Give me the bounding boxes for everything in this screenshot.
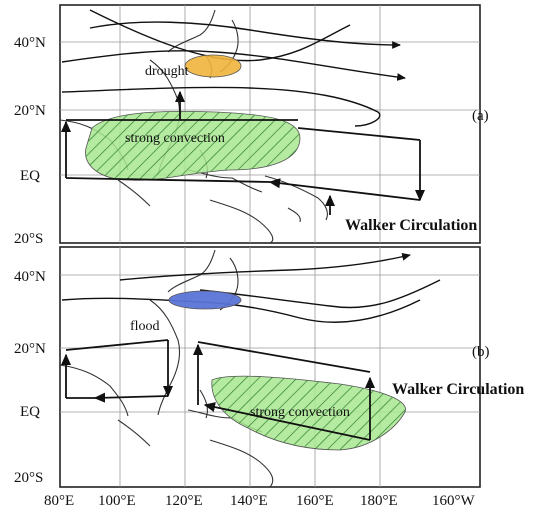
panel-a-drought-label: drought [145,64,189,79]
panel-b-lat-label-20s: 20°S [14,470,43,486]
panel-b-walker-cell-east [192,341,376,441]
panel-b-gridlines [60,247,480,487]
panel-b-walker-label: Walker Circulation [392,381,524,398]
panel-a-lat-label-20s: 20°S [14,231,43,247]
lon-label-80e: 80°E [44,493,74,509]
panel-b-flood-label: flood [130,319,160,334]
lon-label-180e: 180°E [360,493,398,509]
panel-a-walker-label: Walker Circulation [345,217,477,234]
panel-a-lat-label-40n: 40°N [14,35,46,51]
panel-a: 40°N 20°N EQ 20°S drought strong convect… [14,4,489,247]
lon-label-120e: 120°E [165,493,203,509]
panel-a-label: (a) [472,108,489,124]
panel-b-flood-region [168,290,242,310]
panel-b-lat-label-20n: 20°N [14,341,46,357]
panel-b-convection-hatching [211,376,406,450]
lon-label-160w: 160°W [432,493,475,509]
panel-a-flow-lines [61,9,406,127]
panel-a-drought-region [184,54,242,78]
lon-labels: 80°E 100°E 120°E 140°E 160°E 180°E 160°W [44,493,475,509]
lon-label-100e: 100°E [98,493,136,509]
lon-label-160e: 160°E [296,493,334,509]
lon-label-140e: 140°E [230,493,268,509]
panel-b-lat-label-eq: EQ [20,404,40,420]
panel-b-frame [59,246,481,488]
panel-a-convection-label: strong convection [125,131,225,146]
panel-b-flow-lines [61,252,441,323]
panel-a-lat-label-eq: EQ [20,168,40,184]
panel-b: 40°N 20°N EQ 20°S flood strong convectio… [14,246,524,488]
panel-b-label: (b) [472,344,490,360]
panel-a-convection-hatching [85,111,300,181]
panel-a-lat-label-20n: 20°N [14,103,46,119]
panel-b-convection-label: strong convection [250,405,350,420]
panel-b-walker-cell-west [60,339,174,403]
panel-b-lat-label-40n: 40°N [14,269,46,285]
panel-a-walker-cell [60,90,426,215]
panel-b-coastlines [59,249,274,488]
